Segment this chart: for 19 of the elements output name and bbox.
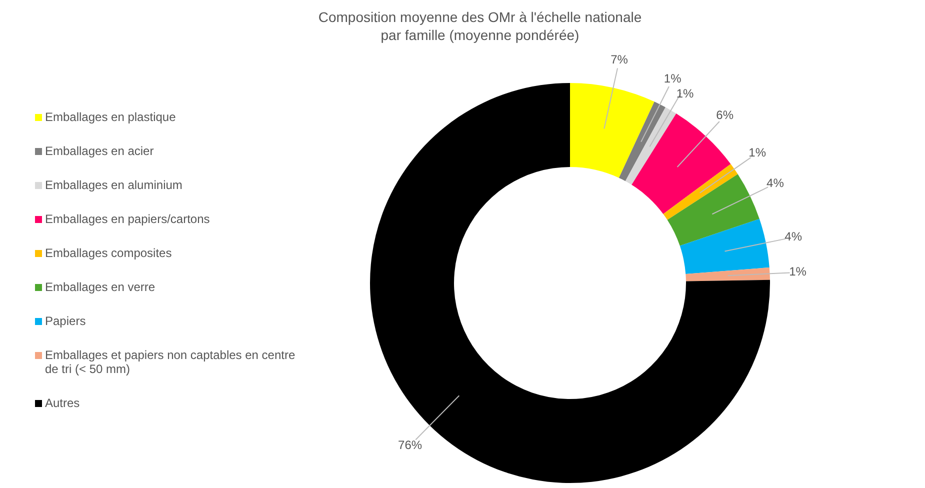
legend-label: Autres — [45, 396, 80, 410]
data-label: 4% — [784, 230, 802, 244]
legend-label: Emballages en plastique — [45, 110, 176, 124]
data-label: 1% — [748, 145, 766, 160]
data-label: 4% — [766, 176, 784, 190]
chart-title: Composition moyenne des OMr à l'échelle nationale par famille (moyenne pondérée) — [317, 8, 643, 44]
legend-label: Emballages composites — [45, 246, 172, 260]
data-label: 1% — [676, 86, 694, 101]
legend-label: Papiers — [45, 314, 86, 328]
data-label: 7% — [610, 52, 628, 67]
data-label: 1% — [789, 264, 807, 279]
data-label: 1% — [664, 72, 682, 86]
legend-label: Emballages en aluminium — [45, 178, 182, 192]
data-label: 6% — [716, 108, 734, 122]
legend-label: Emballages et papiers non captables en centre de tri (< 50 mm) — [45, 348, 296, 376]
legend-label: Emballages en papiers/cartons — [45, 212, 210, 226]
data-label: 76% — [398, 438, 422, 452]
legend-label: Emballages en verre — [45, 280, 156, 294]
legend-label: Emballages en acier — [45, 144, 154, 158]
